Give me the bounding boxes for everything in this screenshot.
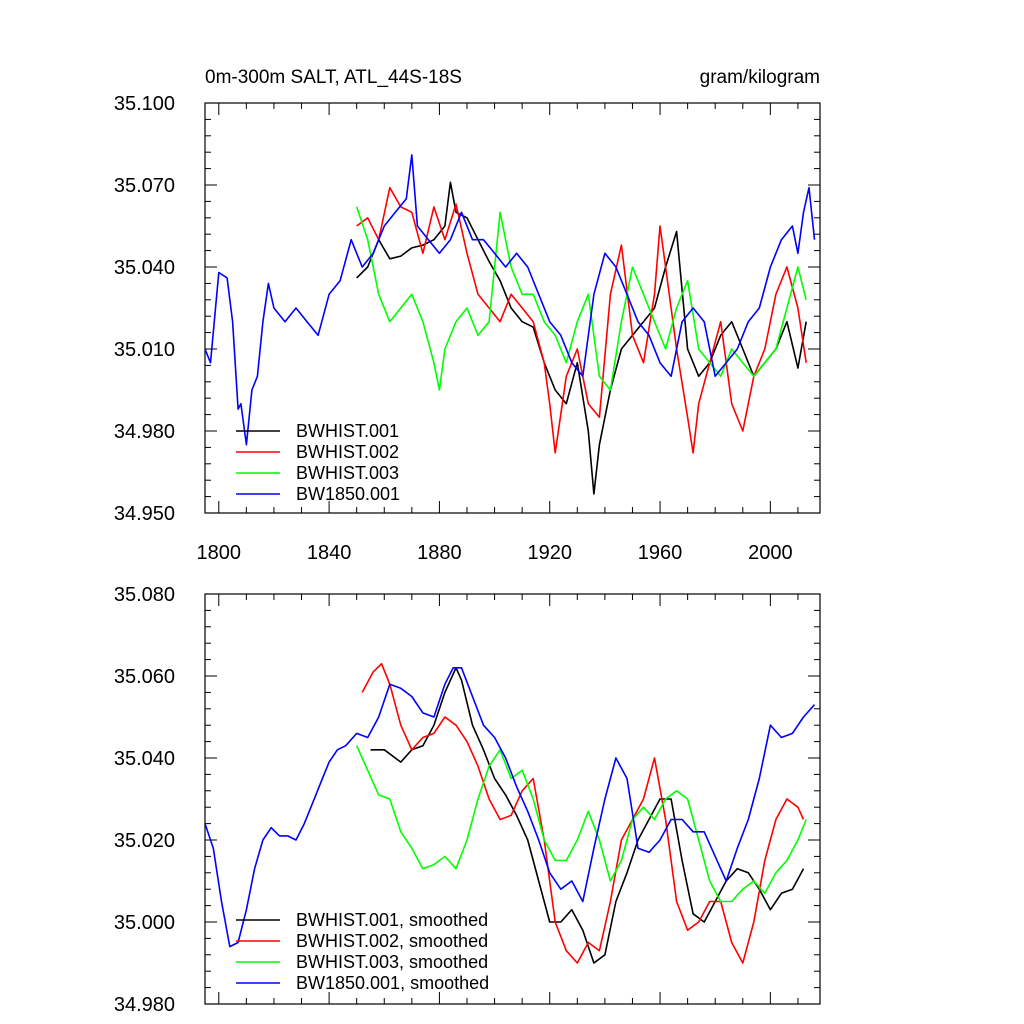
- series-line-bwhist-002-smoothed: [361, 662, 805, 964]
- x-tick-label: 1880: [417, 542, 462, 564]
- series-line-bwhist-002: [356, 186, 807, 454]
- series-line-bw1850-001: [205, 154, 816, 446]
- y-tick-label: 34.980: [114, 994, 175, 1016]
- series-line-bwhist-001-smoothed: [370, 666, 805, 964]
- legend-label: BWHIST.003: [296, 463, 399, 483]
- y-tick-label: 34.980: [114, 421, 175, 443]
- legend-label: BW1850.001, smoothed: [296, 973, 489, 993]
- legend-label: BW1850.001: [296, 484, 400, 504]
- x-tick-label: 1920: [527, 542, 572, 564]
- y-tick-label: 35.070: [114, 175, 175, 197]
- plot-frame: [204, 593, 821, 1005]
- bottom-panel-salinity-smoothed: 35.080 35.060 35.040 35.020 35.000 34.980 BWHI…: [114, 584, 821, 1016]
- y-tick-label: 35.010: [114, 339, 175, 361]
- x-tick-label: 1960: [638, 542, 683, 564]
- y-tick-label: 35.100: [114, 93, 175, 115]
- series-line-bwhist-003-smoothed: [355, 745, 807, 903]
- x-tick-label: 2000: [748, 542, 793, 564]
- y-tick-label: 35.060: [114, 666, 175, 688]
- series-line-bwhist-003: [355, 206, 807, 391]
- y-tick-label: 35.020: [114, 830, 175, 852]
- y-tick-label: 35.040: [114, 257, 175, 279]
- legend-label: BWHIST.001: [296, 421, 399, 441]
- x-tick-label: 1800: [197, 542, 242, 564]
- chart-title: 0m-300m SALT, ATL_44S-18S: [205, 67, 462, 88]
- top-panel-salinity-raw: 0m-300m SALT, ATL_44S-18S gram/kilogram …: [114, 67, 821, 564]
- y-tick-label: 35.000: [114, 912, 175, 934]
- y-tick-label: 35.040: [114, 748, 175, 770]
- legend-label: BWHIST.001, smoothed: [296, 910, 488, 930]
- y-tick-label: 35.080: [114, 584, 175, 606]
- series-line-bwhist-001: [356, 181, 807, 495]
- legend-label: BWHIST.003, smoothed: [296, 952, 488, 972]
- units-label: gram/kilogram: [700, 67, 820, 88]
- series-line-bw1850-001-smoothed: [205, 666, 816, 948]
- plot-frame: [204, 102, 821, 514]
- legend-label: BWHIST.002, smoothed: [296, 931, 488, 951]
- legend-label: BWHIST.002: [296, 442, 399, 462]
- y-tick-label: 34.950: [114, 503, 175, 525]
- x-tick-label: 1840: [307, 542, 352, 564]
